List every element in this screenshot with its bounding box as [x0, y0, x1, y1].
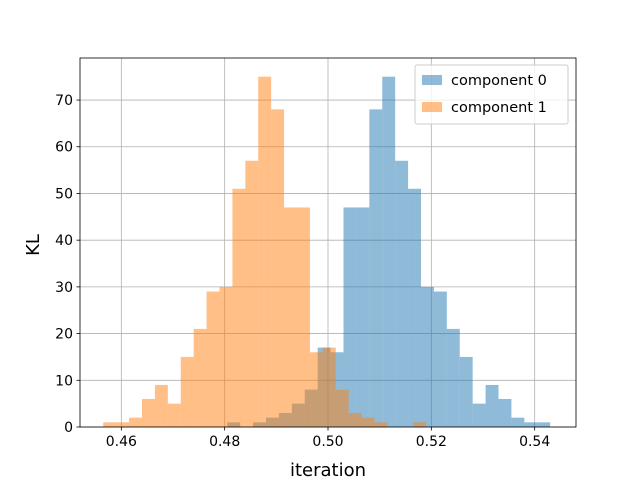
grid-lines	[80, 58, 576, 428]
x-tick-label: 0.50	[312, 434, 343, 450]
histogram-bar-component-0	[498, 398, 512, 427]
histogram-bar-component-0	[433, 291, 447, 427]
histogram-bar-component-0	[524, 422, 538, 427]
histogram-bar-component-1	[297, 207, 310, 427]
histogram-bar-component-0	[343, 207, 357, 427]
legend-label: component 1	[451, 100, 547, 116]
histogram-bar-component-0	[395, 160, 409, 427]
y-axis-ticks: 0 10 20 30 40 50 60 70	[55, 93, 80, 436]
y-tick-label: 60	[55, 140, 73, 156]
histogram-bar-component-1	[361, 417, 375, 427]
y-tick-label: 70	[55, 93, 73, 109]
x-axis-label: iteration	[290, 460, 366, 480]
histogram-bar-component-0	[408, 188, 421, 427]
histogram-bar-component-1	[322, 347, 336, 427]
histogram-bar-component-0	[382, 76, 396, 428]
histogram-bar-component-1	[129, 417, 142, 427]
histogram-bar-component-1	[309, 352, 323, 427]
y-tick-label: 40	[55, 233, 73, 249]
histogram-bar-component-1	[271, 109, 285, 427]
histogram-bar-component-1	[348, 412, 362, 427]
x-tick-label: 0.46	[106, 434, 137, 450]
y-tick-label: 50	[55, 186, 73, 202]
histogram-bar-component-0	[446, 328, 460, 427]
histogram-bar-component-0	[472, 403, 486, 427]
histogram-bar-component-1	[193, 328, 207, 427]
histogram-bar-component-1	[413, 422, 427, 427]
histogram-bar-component-0	[369, 109, 383, 427]
y-tick-label: 10	[55, 373, 73, 389]
histogram-bar-component-1	[219, 286, 233, 427]
histogram-bar-component-1	[103, 422, 117, 427]
x-tick-label: 0.54	[519, 434, 550, 450]
legend-box	[414, 64, 569, 125]
x-tick-label: 0.48	[209, 434, 240, 450]
legend: component 0 component 1	[414, 64, 569, 125]
histogram-bar-component-1	[284, 207, 297, 427]
histogram-bar-component-1	[335, 389, 349, 427]
histogram-bar-component-1	[142, 398, 155, 427]
histogram-bar-component-0	[421, 286, 434, 427]
histogram-bar-component-1	[258, 76, 272, 428]
histogram-bar-component-1	[374, 422, 388, 427]
legend-swatch	[422, 102, 442, 112]
legend-swatch	[422, 75, 442, 85]
y-axis-label: KL	[23, 234, 44, 256]
histogram-bar-component-0	[511, 417, 525, 427]
histogram-bar-component-1	[167, 403, 181, 427]
y-tick-label: 30	[55, 280, 73, 296]
histogram-bars	[103, 76, 551, 428]
histogram-bar-component-1	[154, 384, 168, 427]
histogram-bar-component-1	[245, 160, 259, 427]
legend-label: component 0	[451, 73, 547, 89]
x-tick-label: 0.52	[416, 434, 447, 450]
x-axis-ticks: 0.46 0.48 0.50 0.52 0.54	[106, 427, 550, 450]
histogram-bar-component-0	[537, 422, 551, 427]
histogram-bar-component-0	[356, 207, 370, 427]
histogram-bar-component-1	[116, 422, 130, 427]
y-tick-label: 0	[64, 420, 73, 436]
histogram-bar-component-1	[206, 291, 220, 427]
histogram-bar-component-0	[485, 384, 499, 427]
y-tick-label: 20	[55, 327, 73, 343]
histogram-bar-component-1	[180, 356, 194, 427]
histogram-bar-component-1	[232, 188, 246, 427]
histogram-bar-component-0	[459, 356, 473, 427]
